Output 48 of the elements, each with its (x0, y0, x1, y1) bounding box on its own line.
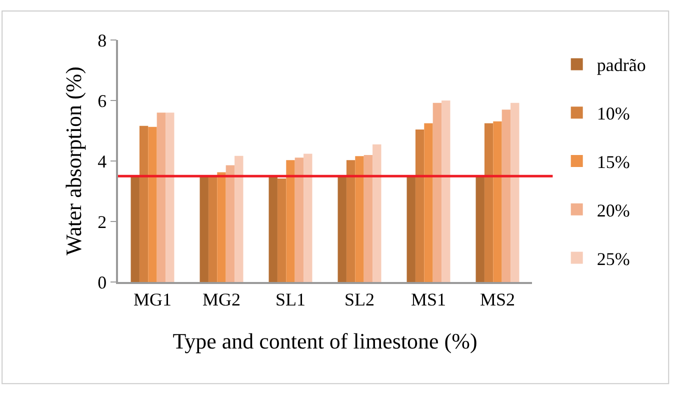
bar (166, 112, 174, 282)
bar (364, 154, 373, 282)
bar (294, 158, 304, 282)
x-tick-label: MG2 (202, 289, 241, 310)
legend-label: 10% (596, 104, 630, 124)
bar (510, 102, 520, 282)
bar (200, 176, 208, 282)
x-tick-label: SL2 (344, 289, 375, 310)
bar (277, 178, 286, 282)
bar (346, 160, 356, 282)
y-tick-label: 4 (98, 151, 107, 172)
bar (234, 156, 244, 282)
legend-label: 20% (596, 200, 630, 220)
bar (484, 123, 494, 282)
bar (372, 144, 382, 282)
bar (139, 126, 148, 282)
y-tick-label: 0 (98, 272, 107, 292)
x-axis-title: Type and content of limestone (%) (172, 328, 478, 354)
y-axis-title: Water absorption (%) (60, 66, 86, 256)
bar (432, 102, 442, 282)
bar (130, 176, 140, 282)
bar (338, 176, 346, 282)
bar (156, 112, 166, 282)
bar (208, 176, 218, 282)
legend-label: 15% (596, 152, 630, 172)
y-tick-label: 6 (98, 90, 107, 111)
bar (217, 172, 226, 282)
bar (355, 156, 364, 282)
bar (286, 160, 295, 282)
bar (406, 176, 416, 282)
bar (442, 100, 450, 282)
bar (148, 126, 157, 282)
legend-label: padrão (596, 55, 646, 76)
x-tick-label: MS1 (410, 289, 446, 310)
x-tick-label: SL1 (275, 289, 306, 310)
bar (415, 130, 424, 282)
x-tick-label: MG1 (133, 289, 172, 310)
x-tick-label: MS2 (480, 289, 516, 310)
legend-label: 25% (596, 248, 630, 269)
bar (476, 176, 484, 282)
y-tick-label: 2 (98, 212, 107, 232)
bar (304, 154, 312, 282)
bar (493, 121, 502, 282)
bar (502, 110, 511, 282)
bar (424, 123, 433, 282)
y-tick-label: 8 (98, 30, 107, 50)
bar (226, 165, 235, 282)
bar (268, 176, 278, 282)
